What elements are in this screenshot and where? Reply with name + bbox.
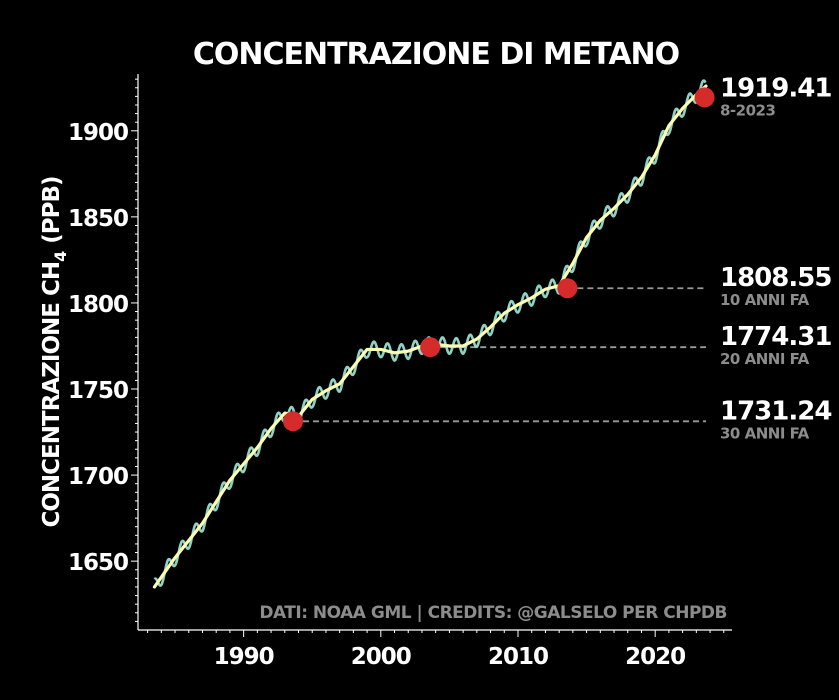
highlight-sublabel: 20 ANNI FA <box>720 350 810 368</box>
y-axis-label: CONCENTRAZIONE CH4 (PPB) <box>39 176 70 527</box>
highlight-marker <box>694 87 715 108</box>
y-tick-label: 1850 <box>68 206 128 232</box>
y-tick-label: 1650 <box>68 550 128 576</box>
reference-lines <box>293 287 706 423</box>
highlight-marker <box>557 278 578 299</box>
trend-line <box>152 84 708 589</box>
credits-text: DATI: NOAA GML | CREDITS: @GALSELO PER C… <box>259 603 727 623</box>
y-axis-label-subscript: 4 <box>51 251 70 262</box>
monthly-line <box>153 79 707 587</box>
x-tick-label: 2010 <box>488 644 548 670</box>
axes: 1650 1700 1750 1800 1850 1900 1990 2000 2010 2020 <box>68 74 732 670</box>
highlight-sublabel: 8-2023 <box>720 101 775 119</box>
highlight-sublabel: 30 ANNI FA <box>720 424 810 442</box>
trend-series <box>152 84 708 589</box>
y-tick-label: 1750 <box>68 378 128 404</box>
x-tick-label: 2000 <box>351 644 411 670</box>
y-axis-label-unit: (PPB) <box>39 176 65 243</box>
highlight-value: 1731.24 <box>720 396 831 426</box>
x-tick-label: 1990 <box>214 644 274 670</box>
y-tick-label: 1800 <box>68 292 128 318</box>
y-tick-label: 1700 <box>68 464 128 490</box>
x-tick-label: 2020 <box>625 644 685 670</box>
highlight-marker <box>283 411 304 432</box>
highlight-markers <box>283 87 715 432</box>
y-axis-label-main: CONCENTRAZIONE CH <box>39 262 65 528</box>
highlight-sublabel: 10 ANNI FA <box>720 291 810 309</box>
monthly-series <box>153 79 707 587</box>
highlight-value: 1808.55 <box>720 263 831 293</box>
highlight-marker <box>420 337 441 358</box>
chart-title: CONCENTRAZIONE DI METANO <box>193 37 679 72</box>
y-tick-label: 1900 <box>68 120 128 146</box>
highlight-value: 1774.31 <box>720 322 831 352</box>
highlight-value: 1919.41 <box>720 73 831 103</box>
